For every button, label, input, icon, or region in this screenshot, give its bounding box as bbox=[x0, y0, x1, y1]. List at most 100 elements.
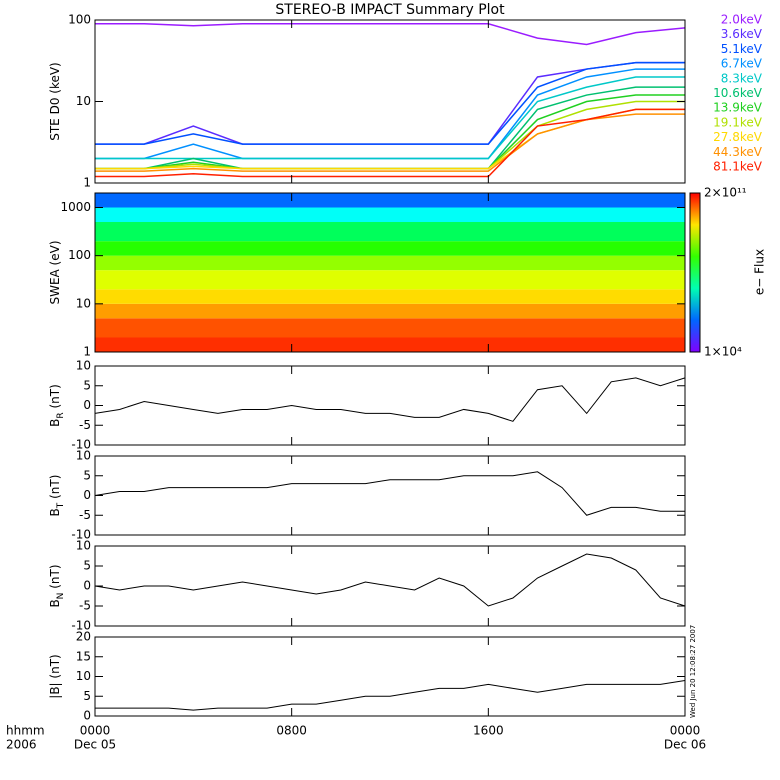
y-tick-label: 0 bbox=[83, 709, 91, 723]
x-tick-label: 0000 bbox=[80, 724, 111, 738]
spectrogram-cell bbox=[95, 207, 685, 222]
y-tick-label: -10 bbox=[71, 528, 91, 542]
y-axis-label: SWEA (eV) bbox=[48, 240, 62, 304]
y-tick-label: -5 bbox=[79, 599, 91, 613]
series-line bbox=[94, 471, 685, 516]
spectrogram-cell bbox=[95, 241, 685, 256]
y-axis-label-main: STE D0 (keV) bbox=[48, 62, 62, 141]
panel: 2×10¹¹ 1×10⁴ e− Flux 1 10 100 1000 SWEA (eV) bbox=[48, 186, 767, 359]
y-tick-label: 0 bbox=[83, 488, 91, 502]
y-axis-label-main: |B| (nT) bbox=[48, 654, 62, 698]
panel-frame bbox=[94, 192, 686, 353]
timestamp: Wed Jun 20 12:08:27 2007 bbox=[689, 625, 697, 718]
y-tick-label: 15 bbox=[76, 649, 91, 663]
panel: -10 -5 0 5 10 BR (nT) bbox=[48, 359, 686, 452]
y-tick-label: 1 bbox=[83, 176, 91, 190]
y-tick-label: -5 bbox=[79, 418, 91, 432]
legend-entry: 81.1keV bbox=[713, 160, 763, 174]
y-tick-label: -10 bbox=[71, 438, 91, 452]
series-line bbox=[94, 377, 686, 422]
legend-entry: 2.0keV bbox=[721, 13, 763, 27]
colorbar-label: 1×10⁴ bbox=[704, 345, 742, 359]
y-tick-label: 100 bbox=[68, 13, 91, 27]
y-tick-label: 5 bbox=[83, 378, 91, 392]
series-line bbox=[95, 108, 685, 178]
y-axis-label: BT (nT) bbox=[48, 475, 66, 517]
y-tick-label: 10 bbox=[76, 669, 91, 683]
y-axis-label-main: B bbox=[48, 599, 62, 607]
spectrogram-cell bbox=[95, 337, 685, 352]
series-line bbox=[95, 679, 686, 711]
y-tick-label: 5 bbox=[83, 689, 91, 703]
y-tick-label: 10 bbox=[76, 449, 91, 463]
series-line bbox=[95, 22, 686, 46]
legend-entry: 27.8keV bbox=[713, 130, 763, 144]
x-tick-label: 0000 bbox=[670, 724, 701, 738]
y-tick-label: 20 bbox=[76, 630, 91, 644]
y-tick-label: 1000 bbox=[60, 200, 91, 214]
x-row-title: hhmm bbox=[6, 724, 45, 738]
panel-frame bbox=[94, 365, 686, 446]
y-tick-label: -10 bbox=[71, 619, 91, 633]
y-tick-label: 10 bbox=[76, 359, 91, 373]
y-tick-label: 10 bbox=[76, 296, 91, 310]
spectrogram-cell bbox=[95, 303, 685, 319]
y-tick-label: 100 bbox=[68, 248, 91, 262]
y-axis-label-sub: T bbox=[56, 502, 66, 509]
spectrogram-cell bbox=[95, 255, 685, 271]
y-tick-label: 5 bbox=[83, 468, 91, 482]
y-axis-label-unit: (nT) bbox=[48, 384, 62, 412]
x-tick-label: 0800 bbox=[276, 724, 307, 738]
y-axis-label-main: B bbox=[48, 419, 62, 427]
legend-entry: 13.9keV bbox=[713, 101, 763, 115]
series-line bbox=[95, 113, 685, 172]
y-axis-label-main: B bbox=[48, 508, 62, 516]
series-line bbox=[95, 68, 685, 160]
legend-entry: 19.1keV bbox=[713, 115, 763, 129]
x-tick-date: Dec 05 bbox=[74, 738, 116, 752]
legend-entry: 10.6keV bbox=[713, 86, 763, 100]
y-tick-label: 1 bbox=[83, 345, 91, 359]
y-axis-label-unit: (nT) bbox=[48, 475, 62, 503]
y-tick-label: 10 bbox=[76, 539, 91, 553]
y-axis-label-unit: (nT) bbox=[48, 564, 62, 592]
y-tick-label: 0 bbox=[83, 579, 91, 593]
spectrogram-cell bbox=[95, 318, 685, 338]
panel-frame bbox=[94, 455, 686, 536]
x-row-year: 2006 bbox=[6, 738, 37, 752]
panel: -10 -5 0 5 10 BN (nT) bbox=[48, 539, 686, 633]
legend-entry: 8.3keV bbox=[721, 71, 763, 85]
x-tick-label: 1600 bbox=[473, 724, 504, 738]
y-axis-label-main: SWEA (eV) bbox=[48, 240, 62, 304]
series-line bbox=[94, 553, 686, 607]
colorbar bbox=[689, 192, 701, 353]
y-axis-label-sub: N bbox=[56, 593, 66, 600]
y-axis-label: STE D0 (keV) bbox=[48, 62, 62, 141]
spectrogram-cell bbox=[95, 289, 685, 304]
legend-entry: 3.6keV bbox=[721, 27, 763, 41]
y-axis-label: BR (nT) bbox=[48, 384, 66, 427]
y-tick-label: -5 bbox=[79, 508, 91, 522]
y-tick-label: 10 bbox=[76, 94, 91, 108]
title: STEREO-B IMPACT Summary Plot bbox=[275, 2, 505, 18]
series-line bbox=[95, 86, 685, 170]
y-axis-label: |B| (nT) bbox=[48, 654, 62, 698]
colorbar-label: 2×10¹¹ bbox=[704, 186, 747, 200]
colorbar-title: e− Flux bbox=[753, 249, 767, 295]
series-line bbox=[95, 94, 685, 170]
legend-entry: 6.7keV bbox=[721, 57, 763, 71]
panel-frame bbox=[94, 636, 686, 717]
panel: -10 -5 0 5 10 BT (nT) bbox=[48, 449, 686, 542]
series-line bbox=[95, 61, 685, 145]
y-axis-label-sub: R bbox=[56, 412, 66, 418]
spectrogram-cell bbox=[95, 270, 685, 290]
spectrogram-cell bbox=[95, 221, 685, 242]
legend-entry: 5.1keV bbox=[721, 42, 763, 56]
y-tick-label: 0 bbox=[83, 398, 91, 412]
panel: 2.0keV3.6keV5.1keV6.7keV8.3keV10.6keV13.… bbox=[48, 13, 763, 190]
spectrogram-cell bbox=[95, 193, 685, 208]
y-axis-label: BN (nT) bbox=[48, 564, 66, 607]
x-tick-date: Dec 06 bbox=[664, 738, 706, 752]
